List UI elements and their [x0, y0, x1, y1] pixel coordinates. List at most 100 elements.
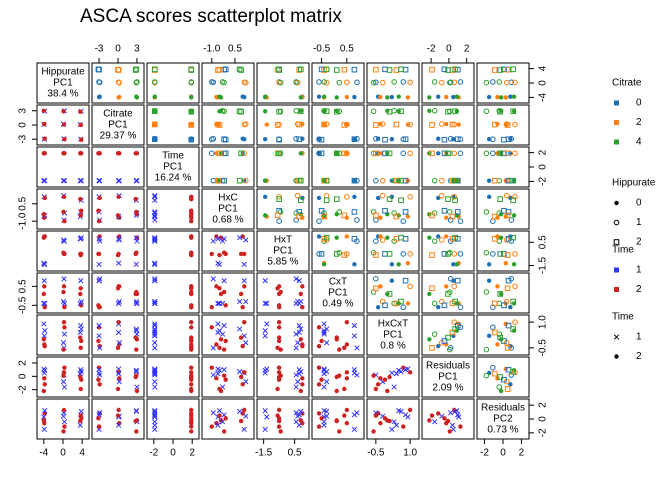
point — [189, 286, 194, 291]
point — [354, 217, 360, 223]
point — [236, 298, 243, 305]
point — [431, 331, 438, 337]
panel — [256, 230, 310, 272]
point — [152, 276, 158, 282]
point — [490, 251, 496, 257]
point — [429, 122, 435, 128]
point — [490, 79, 496, 85]
point — [152, 237, 158, 243]
point — [61, 289, 66, 295]
point — [96, 79, 102, 85]
panel — [201, 146, 255, 188]
point — [438, 237, 445, 243]
point — [296, 278, 302, 284]
point — [274, 212, 281, 219]
point — [400, 251, 407, 257]
point — [451, 262, 456, 267]
panel — [146, 188, 200, 230]
point — [41, 418, 46, 423]
point — [441, 66, 448, 73]
y-tick-label: 0 — [538, 164, 549, 170]
point — [223, 416, 228, 421]
point — [241, 278, 247, 284]
point — [385, 388, 390, 394]
point — [189, 407, 194, 413]
point — [296, 412, 302, 418]
point — [452, 66, 458, 73]
point — [134, 209, 139, 215]
point — [402, 367, 409, 373]
panel — [146, 272, 200, 314]
point — [293, 345, 299, 351]
panel — [201, 62, 255, 104]
point — [97, 382, 102, 387]
point — [400, 79, 407, 85]
panel — [421, 104, 475, 146]
panel — [146, 230, 200, 272]
panel — [201, 230, 255, 272]
panel — [146, 62, 200, 104]
point — [344, 94, 350, 100]
point — [382, 251, 388, 257]
point — [62, 325, 67, 330]
y-tick-label: 1.0 — [538, 315, 549, 329]
point — [61, 384, 68, 390]
point — [61, 178, 68, 184]
point — [398, 408, 404, 415]
point — [276, 338, 282, 344]
point — [243, 340, 249, 346]
point — [209, 251, 214, 257]
point — [504, 252, 511, 258]
point — [78, 151, 83, 156]
point — [296, 136, 303, 143]
point — [498, 95, 504, 100]
point — [116, 370, 121, 375]
point — [133, 66, 140, 73]
point — [334, 95, 339, 100]
y-tick-label: -4 — [538, 93, 549, 102]
point — [214, 151, 219, 156]
point — [497, 150, 504, 157]
panel — [91, 398, 145, 440]
point — [115, 79, 122, 86]
point — [438, 192, 445, 199]
point — [293, 384, 299, 390]
point — [501, 338, 507, 344]
point — [491, 370, 498, 377]
point — [393, 213, 400, 220]
point — [296, 213, 303, 220]
point — [79, 137, 84, 142]
point — [189, 370, 194, 375]
point — [243, 379, 249, 385]
point — [133, 79, 140, 86]
point — [276, 325, 282, 330]
point — [133, 196, 138, 202]
point — [452, 234, 458, 241]
point — [321, 321, 327, 327]
point — [483, 289, 490, 295]
point — [497, 196, 504, 202]
point — [447, 135, 454, 142]
point — [378, 284, 383, 289]
point — [386, 150, 393, 157]
point — [436, 305, 441, 310]
point — [276, 196, 282, 202]
legend-symbol — [614, 354, 619, 359]
x-tick-label: 4 — [79, 448, 85, 459]
point — [242, 178, 247, 183]
point — [323, 413, 330, 419]
point — [457, 150, 464, 157]
point — [96, 338, 101, 344]
panel — [36, 62, 90, 104]
point — [379, 177, 386, 184]
point — [396, 94, 401, 99]
point — [217, 386, 222, 392]
point — [351, 333, 358, 339]
point — [240, 305, 245, 310]
point — [41, 414, 47, 420]
point — [401, 424, 406, 429]
point — [407, 407, 413, 413]
point — [215, 371, 221, 377]
point — [276, 218, 282, 224]
point — [441, 150, 448, 157]
